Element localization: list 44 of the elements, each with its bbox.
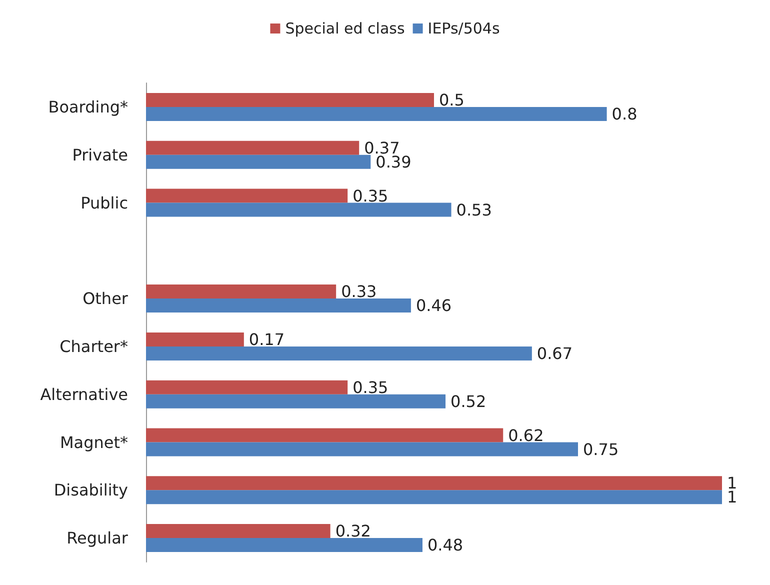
y-tick-label: Magnet* [60,432,128,452]
data-label: 0.53 [456,200,492,220]
bar [146,524,330,538]
data-label: 0.62 [508,426,544,445]
y-tick-label: Boarding* [48,97,128,116]
data-label: 0.17 [248,330,285,349]
bar [146,284,336,299]
bar [146,298,411,313]
bar [146,476,722,490]
data-label: 0.67 [536,344,573,363]
bar [146,380,348,394]
data-label: 0.52 [450,392,486,411]
y-tick-label: Charter* [60,336,128,356]
bar [146,106,607,121]
bar [146,332,244,346]
data-label: 0.48 [427,536,464,555]
data-label: 0.46 [416,296,452,316]
bar [146,140,360,155]
bar [146,442,578,456]
bar [146,428,504,442]
data-label: 0.5 [439,90,464,110]
bar [146,154,371,169]
bar [146,202,452,217]
legend-label: Special ed class [285,20,405,38]
data-label: 0.75 [583,440,619,459]
data-label: 0.33 [341,282,377,302]
y-tick-label: Public [80,193,128,212]
y-tick-label: Regular [66,528,128,548]
bar [146,490,722,504]
data-label: 0.35 [352,378,388,397]
y-tick-label: Private [72,145,128,164]
legend-label: IEPs/504s [428,20,500,38]
bar [146,188,348,203]
y-tick-label: Alternative [40,384,128,404]
data-label: 1 [727,488,738,507]
y-tick-label: Disability [54,480,128,500]
data-label: 0.8 [612,104,638,124]
y-tick-label: Other [82,289,128,308]
data-label: 0.32 [335,522,371,541]
data-label: 0.35 [352,186,388,206]
bar [146,538,422,552]
bar [146,92,434,107]
bar [146,394,446,408]
bar [146,346,532,360]
